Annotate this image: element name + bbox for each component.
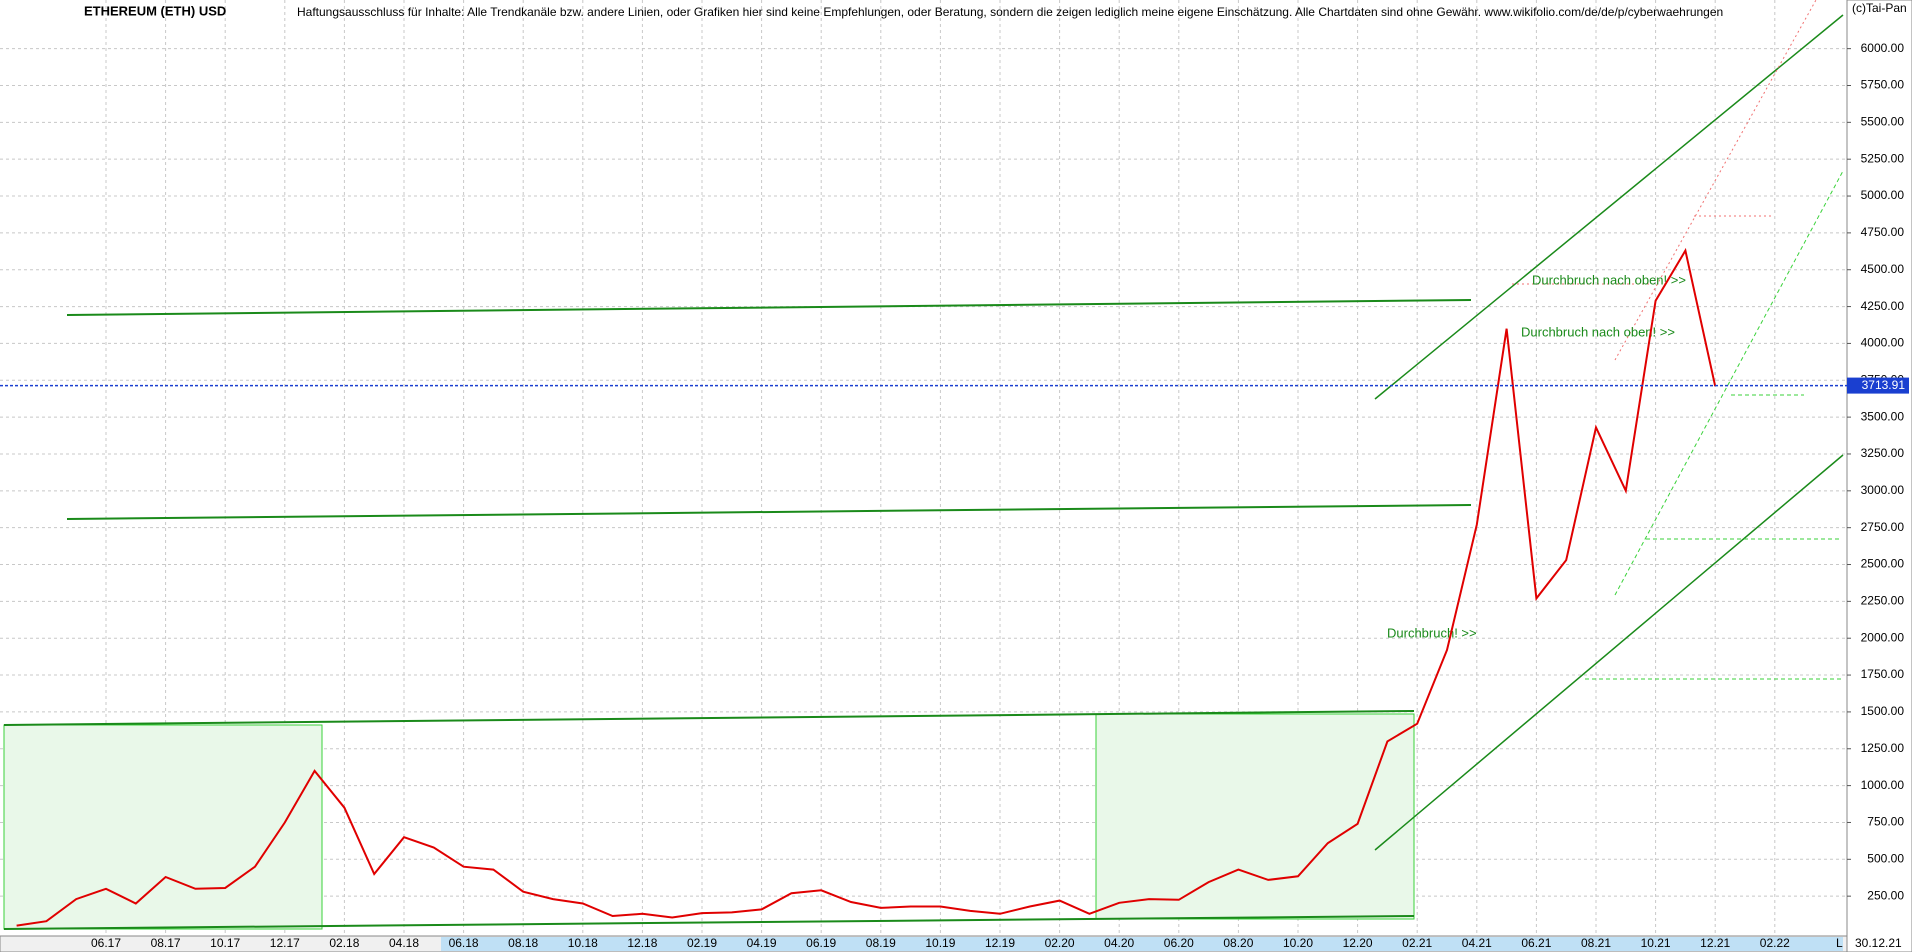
- x-tick-label: 08.17: [151, 936, 181, 950]
- y-tick-label: 4000.00: [1861, 336, 1905, 350]
- price-line: [16, 247, 1717, 927]
- y-axis-panel: [1846, 0, 1912, 952]
- y-tick-label: 3500.00: [1861, 409, 1905, 423]
- y-tick-label: 1750.00: [1861, 667, 1905, 681]
- y-tick-label: 2500.00: [1861, 557, 1905, 571]
- y-tick-label: 5250.00: [1861, 151, 1905, 165]
- y-tick-label: 1500.00: [1861, 704, 1905, 718]
- annotation: Durchbruch! >>: [1387, 625, 1477, 640]
- y-tick-label: 250.00: [1867, 888, 1904, 902]
- y-tick-label: 6000.00: [1861, 41, 1905, 55]
- x-tick-label: 12.21: [1700, 936, 1730, 950]
- range-box: [1095, 713, 1415, 920]
- copyright: (c)Tai-Pan: [1852, 1, 1907, 15]
- x-tick-label: 06.21: [1521, 936, 1551, 950]
- x-tick-label: 12.17: [270, 936, 300, 950]
- x-tick-label: 06.17: [91, 936, 121, 950]
- x-axis-highlight: [441, 937, 1843, 951]
- x-tick-label: 04.18: [389, 936, 419, 950]
- corner-label: L: [1836, 936, 1843, 950]
- last-value-box: [1847, 377, 1909, 394]
- x-tick-label: 04.19: [747, 936, 777, 950]
- x-tick-label: 12.19: [985, 936, 1015, 950]
- y-tick-label: 5750.00: [1861, 78, 1905, 92]
- x-tick-label: 10.17: [210, 936, 240, 950]
- x-tick-label: 12.18: [627, 936, 657, 950]
- y-tick-label: 4750.00: [1861, 225, 1905, 239]
- x-tick-label: 06.19: [806, 936, 836, 950]
- y-tick-label: 2000.00: [1861, 630, 1905, 644]
- y-tick-label: 3250.00: [1861, 446, 1905, 460]
- y-tick-label: 750.00: [1867, 815, 1904, 829]
- y-tick-label: 3000.00: [1861, 483, 1905, 497]
- x-tick-label: 08.19: [866, 936, 896, 950]
- last-value-label: 3713.91: [1862, 378, 1906, 392]
- x-tick-label: 10.18: [568, 936, 598, 950]
- trend-line: [1614, 170, 1844, 596]
- annotation: Durchbruch nach oben! >>: [1521, 324, 1675, 339]
- y-tick-label: 5500.00: [1861, 115, 1905, 129]
- y-tick-label: 5000.00: [1861, 188, 1905, 202]
- trend-line: [66, 504, 1472, 520]
- x-tick-label: 02.19: [687, 936, 717, 950]
- range-box: [3, 724, 323, 930]
- y-tick-label: 1000.00: [1861, 778, 1905, 792]
- x-tick-label: 02.20: [1045, 936, 1075, 950]
- chart-title: ETHEREUM (ETH) USD: [84, 3, 226, 18]
- y-tick-label: 1250.00: [1861, 741, 1905, 755]
- disclaimer: Haftungsausschluss für Inhalte: Alle Tre…: [297, 5, 1723, 19]
- x-tick-label: 08.21: [1581, 936, 1611, 950]
- y-tick-label: 2250.00: [1861, 594, 1905, 608]
- x-tick-label: 04.20: [1104, 936, 1134, 950]
- y-tick-label: 2750.00: [1861, 520, 1905, 534]
- trend-line: [3, 710, 1415, 726]
- x-tick-label: 06.20: [1164, 936, 1194, 950]
- x-tick-label: 10.20: [1283, 936, 1313, 950]
- y-tick-label: 4250.00: [1861, 299, 1905, 313]
- annotation: Durchbruch nach oben! >>: [1532, 272, 1686, 287]
- x-tick-label: 04.21: [1462, 936, 1492, 950]
- trend-line: [1374, 454, 1844, 851]
- trend-line: [66, 299, 1472, 316]
- trend-line: [1614, 0, 1817, 361]
- x-tick-label: 08.20: [1223, 936, 1253, 950]
- trend-line: [1374, 14, 1844, 400]
- x-tick-label: 02.21: [1402, 936, 1432, 950]
- x-tick-label: 12.20: [1343, 936, 1373, 950]
- x-tick-label: 02.18: [329, 936, 359, 950]
- y-tick-label: 4500.00: [1861, 262, 1905, 276]
- x-tick-label: 08.18: [508, 936, 538, 950]
- x-tick-label: 10.19: [925, 936, 955, 950]
- x-tick-label: 10.21: [1641, 936, 1671, 950]
- date-label: 30.12.21: [1855, 936, 1902, 950]
- x-tick-label: 06.18: [449, 936, 479, 950]
- y-tick-label: 500.00: [1867, 851, 1904, 865]
- x-tick-label: 02.22: [1760, 936, 1790, 950]
- trend-line: [3, 915, 1415, 930]
